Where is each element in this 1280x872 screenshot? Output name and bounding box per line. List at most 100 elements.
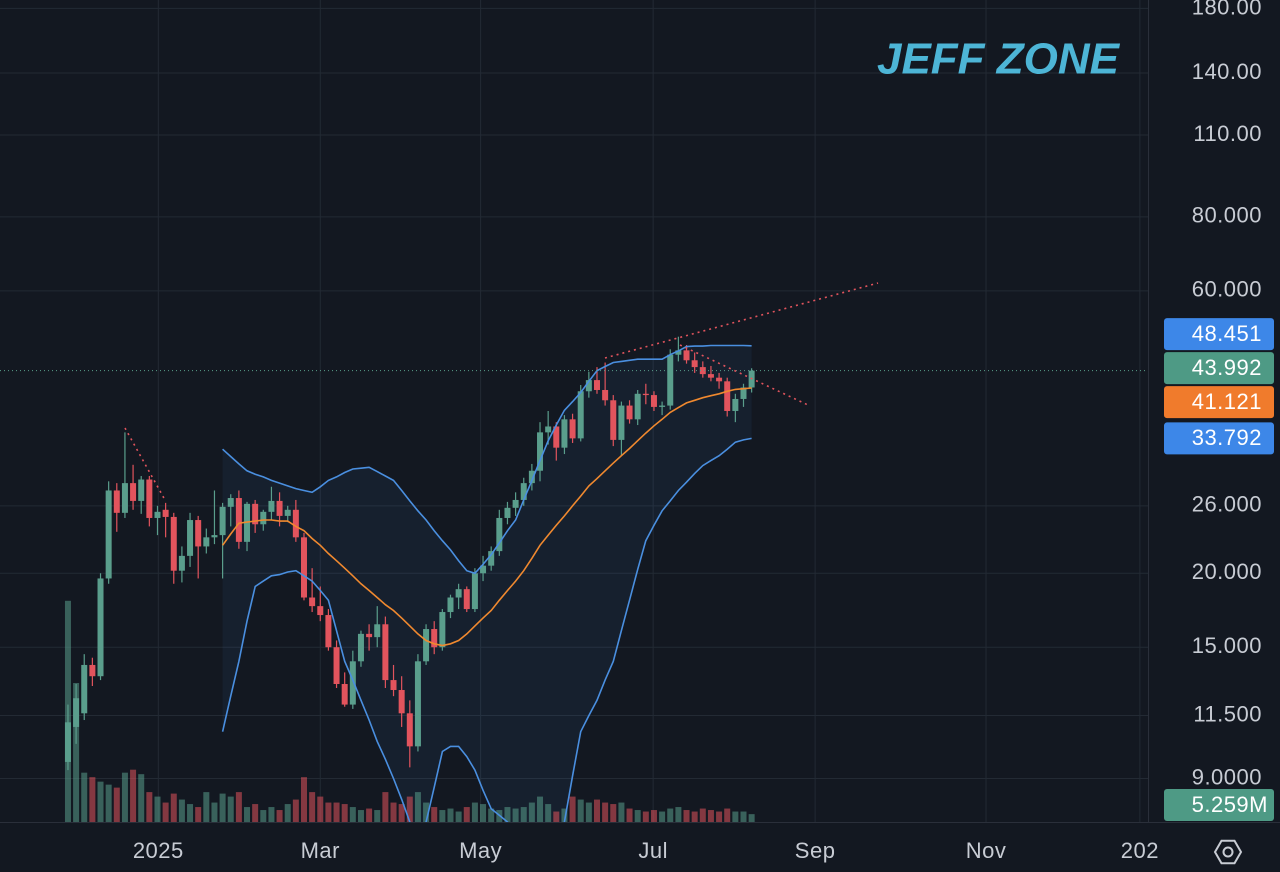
indicator-line <box>221 437 752 822</box>
price-labels: 48.451 43.992 41.121 33.792 5.259M <box>1164 318 1274 821</box>
candle-body <box>178 555 185 571</box>
volume-bar <box>569 796 576 822</box>
volume-bar <box>309 792 316 822</box>
volume-bar <box>227 796 234 822</box>
candle-body <box>154 511 161 518</box>
band-fill <box>222 345 752 822</box>
candle-body <box>211 535 218 538</box>
volume-bar <box>748 814 755 822</box>
volume-bar <box>577 799 584 822</box>
candle-body <box>130 483 137 501</box>
volume-label: 5.259M <box>1192 792 1268 817</box>
settings-button[interactable] <box>1213 839 1243 865</box>
candle-body <box>561 419 568 448</box>
x-tick-label: 2025 <box>133 838 184 863</box>
volume-bar <box>300 777 307 822</box>
trend-line <box>124 427 166 501</box>
candle-body <box>64 722 71 762</box>
candle-body <box>187 520 194 556</box>
volume-pane <box>64 600 755 822</box>
grid <box>0 0 1148 822</box>
candle-body <box>593 380 600 390</box>
indicator-line <box>221 387 752 647</box>
volume-bar <box>268 807 275 822</box>
volume-bar <box>724 808 731 822</box>
candle-body <box>740 387 747 399</box>
price-label: 41.121 <box>1192 389 1262 414</box>
candle-body <box>659 405 666 407</box>
volume-bar <box>593 799 600 822</box>
volume-bar <box>284 804 291 822</box>
volume-bar <box>154 796 161 822</box>
candle-body <box>113 490 120 513</box>
volume-bar <box>138 774 145 822</box>
candle-body <box>73 698 80 727</box>
candle-body <box>105 490 112 579</box>
volume-bar <box>553 811 560 822</box>
candle-body <box>235 498 242 542</box>
candle-body <box>276 500 283 516</box>
volume-bar <box>398 804 405 822</box>
candle-body <box>260 511 267 525</box>
volume-bar <box>423 802 430 822</box>
candle-body <box>610 400 617 440</box>
volume-bar <box>357 810 364 822</box>
candle-body <box>268 500 275 512</box>
candle-body <box>528 470 535 484</box>
candle-body <box>577 391 584 439</box>
x-tick-label: 202 <box>1121 838 1159 863</box>
volume-bar <box>707 810 714 822</box>
volume-bar <box>89 777 96 822</box>
candles <box>64 336 755 771</box>
x-tick-label: Mar <box>301 838 340 863</box>
volume-bar <box>732 811 739 822</box>
candle-body <box>89 664 96 677</box>
volume-bar <box>626 808 633 822</box>
candle-body <box>423 629 430 662</box>
candle-body <box>333 647 340 685</box>
candle-body <box>382 624 389 681</box>
candle-body <box>707 374 714 378</box>
candle-body <box>309 597 316 607</box>
candle-body <box>545 426 552 433</box>
x-tick-label: Nov <box>966 838 1007 863</box>
volume-bar <box>170 793 177 822</box>
volume-bar <box>252 804 259 822</box>
candle-body <box>146 479 153 518</box>
candle-body <box>439 612 446 648</box>
volume-bar <box>512 808 519 822</box>
candle-body <box>227 498 234 507</box>
volume-bar <box>471 802 478 822</box>
candle-body <box>618 405 625 440</box>
price-label: 48.451 <box>1192 321 1262 346</box>
indicator-lines <box>0 344 1148 822</box>
volume-bar <box>406 796 413 822</box>
volume-bar <box>325 802 332 822</box>
candle-body <box>398 690 405 714</box>
candle-body <box>138 479 145 501</box>
annotation: JEFF ZONE <box>877 35 1121 84</box>
candle-body <box>121 483 128 513</box>
y-tick-label: 110.00 <box>1193 121 1262 146</box>
candle-body <box>691 360 698 368</box>
y-tick-label: 80.000 <box>1192 203 1262 228</box>
price-label: 43.992 <box>1192 355 1262 380</box>
volume-bar <box>146 792 153 822</box>
candle-body <box>431 629 438 648</box>
candle-body <box>317 606 324 616</box>
volume-bar <box>235 792 242 822</box>
price-label-box <box>1164 386 1274 419</box>
volume-bar <box>97 781 104 822</box>
volume-bar <box>585 802 592 822</box>
candle-body <box>667 354 674 406</box>
candle-body <box>170 516 177 571</box>
volume-bar <box>113 787 120 822</box>
volume-bar <box>219 793 226 822</box>
volume-bar <box>691 811 698 822</box>
volume-bar <box>382 792 389 822</box>
volume-bar <box>195 807 202 822</box>
candle-body <box>732 398 739 411</box>
candle-body <box>480 565 487 574</box>
